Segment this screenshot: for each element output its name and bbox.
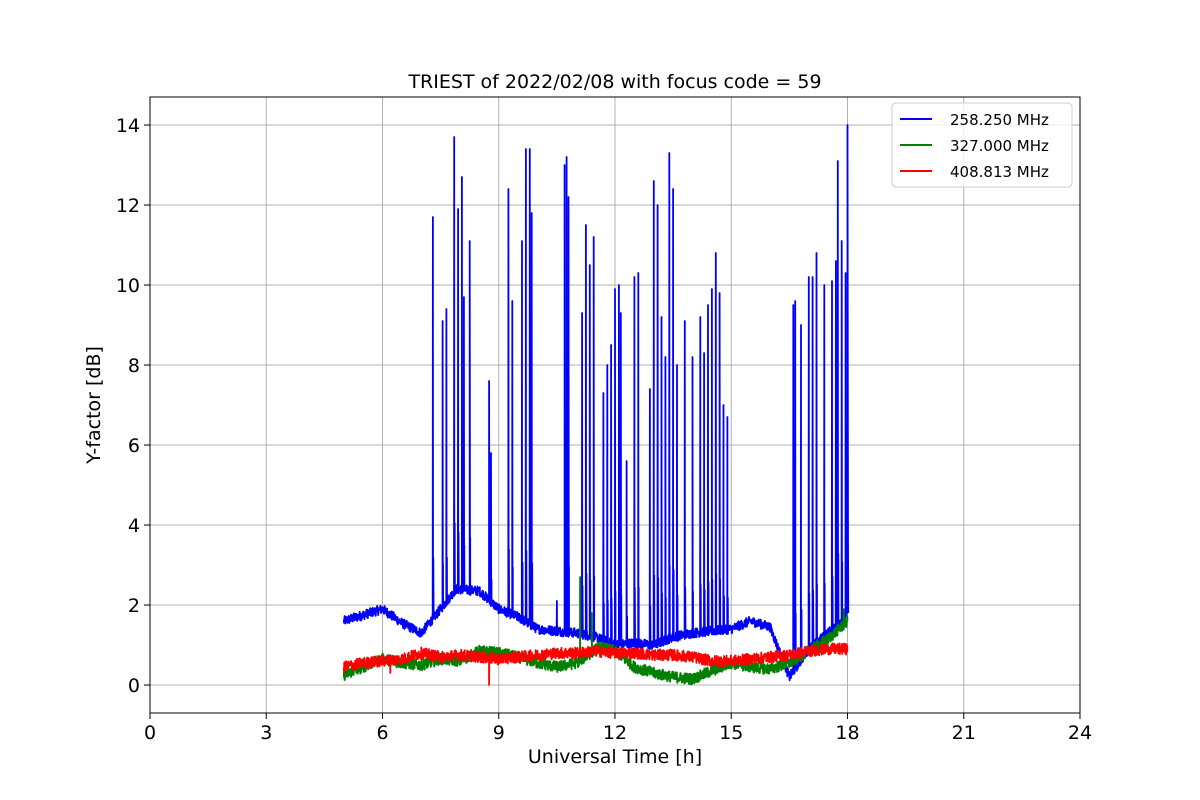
- legend-label-3: 408.813 MHz: [950, 163, 1049, 181]
- y-axis-label: Y-factor [dB]: [83, 346, 105, 465]
- y-tick-label: 2: [128, 595, 140, 617]
- x-tick-label: 9: [493, 722, 505, 744]
- y-tick-label: 8: [128, 355, 140, 377]
- y-tick-label: 14: [116, 115, 140, 137]
- x-tick-label: 12: [603, 722, 627, 744]
- x-tick-label: 0: [144, 722, 156, 744]
- legend-label-2: 327.000 MHz: [950, 137, 1049, 155]
- x-tick-label: 15: [719, 722, 743, 744]
- series-line-3: [342, 642, 849, 686]
- series-line-1: [342, 124, 850, 682]
- x-axis-label: Universal Time [h]: [528, 746, 702, 768]
- plot-area: [342, 124, 850, 686]
- x-tick-label: 18: [835, 722, 859, 744]
- legend-label-1: 258.250 MHz: [950, 111, 1049, 129]
- y-tick-label: 10: [116, 275, 140, 297]
- y-tick-label: 0: [128, 675, 140, 697]
- y-tick-label: 12: [116, 195, 140, 217]
- x-tick-label: 3: [260, 722, 272, 744]
- y-tick-label: 4: [128, 515, 140, 537]
- x-tick-label: 21: [952, 722, 976, 744]
- x-tick-label: 6: [376, 722, 388, 744]
- legend-box: [891, 102, 1073, 188]
- chart-title: TRIEST of 2022/02/08 with focus code = 5…: [407, 71, 821, 93]
- y-axis-ticks: 0 2 4 6 8 10 12 14: [116, 115, 150, 697]
- y-tick-label: 6: [128, 435, 140, 457]
- x-axis-ticks: 0 3 6 9 12 15 18 21 24: [144, 713, 1092, 744]
- legend: 258.250 MHz 327.000 MHz 408.813 MHz: [891, 102, 1073, 188]
- x-tick-label: 24: [1068, 722, 1092, 744]
